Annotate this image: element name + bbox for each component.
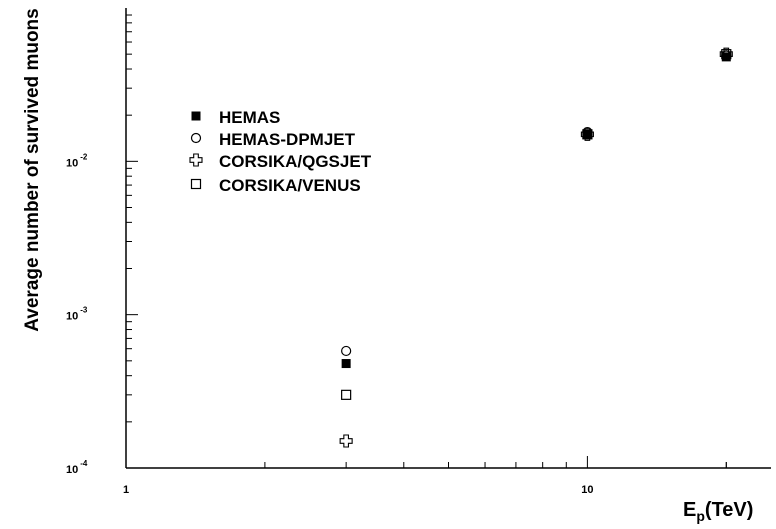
data-point <box>582 129 593 140</box>
legend-label: CORSIKA/QGSJET <box>219 152 372 171</box>
y-tick-exponent: -2 <box>80 152 88 161</box>
legend-label: HEMAS-DPMJET <box>219 130 356 149</box>
legend: HEMAS HEMAS-DPMJET CORSIKA/QGSJET CORSIKA/V… <box>189 108 372 195</box>
data-points <box>339 47 733 448</box>
y-tick-base: 10 <box>66 157 78 169</box>
legend-item: CORSIKA/VENUS <box>190 176 361 195</box>
data-point <box>580 127 594 141</box>
series-hemas-dpmjet <box>341 50 732 357</box>
legend-item: CORSIKA/QGSJET <box>189 152 372 171</box>
x-axis-title: Ep(TeV) <box>683 499 753 524</box>
data-point <box>341 345 352 357</box>
plot-frame <box>125 8 771 469</box>
x-axis-title-subscript: p <box>696 508 705 524</box>
x-axis-title-main: E <box>683 499 696 521</box>
y-axis-title: Average number of survived muons <box>22 8 43 331</box>
legend-marker <box>190 132 202 144</box>
y-tick-label: 10-3 <box>66 306 88 323</box>
x-axis-title-unit: (TeV) <box>705 499 754 521</box>
y-tick-base: 10 <box>66 311 78 323</box>
y-tick-label: 10-2 <box>66 152 88 169</box>
data-point <box>582 129 592 139</box>
y-tick-exponent: -4 <box>80 459 88 468</box>
series-corsika-venus <box>341 49 732 400</box>
data-point <box>721 52 731 62</box>
legend-label: HEMAS <box>219 108 280 127</box>
y-tick-base: 10 <box>66 464 78 476</box>
y-axis-ticks <box>126 14 138 469</box>
data-point <box>341 359 351 369</box>
y-tick-exponent: -3 <box>80 306 88 315</box>
x-tick-label: 1 <box>123 484 129 496</box>
x-tick-label: 10 <box>581 484 593 496</box>
legend-label: CORSIKA/VENUS <box>219 176 361 195</box>
legend-marker <box>191 111 201 121</box>
y-tick-label: 10-4 <box>66 459 88 476</box>
legend-marker <box>189 153 203 167</box>
series-corsika-qgsjet <box>339 47 733 448</box>
series-hemas <box>341 52 731 369</box>
legend-marker <box>190 178 202 190</box>
data-point <box>339 434 353 448</box>
data-point <box>721 49 732 60</box>
legend-item: HEMAS-DPMJET <box>190 130 356 149</box>
legend-item: HEMAS <box>191 108 280 127</box>
data-point <box>719 47 733 61</box>
x-axis-ticks <box>125 456 727 468</box>
data-point <box>341 389 352 400</box>
